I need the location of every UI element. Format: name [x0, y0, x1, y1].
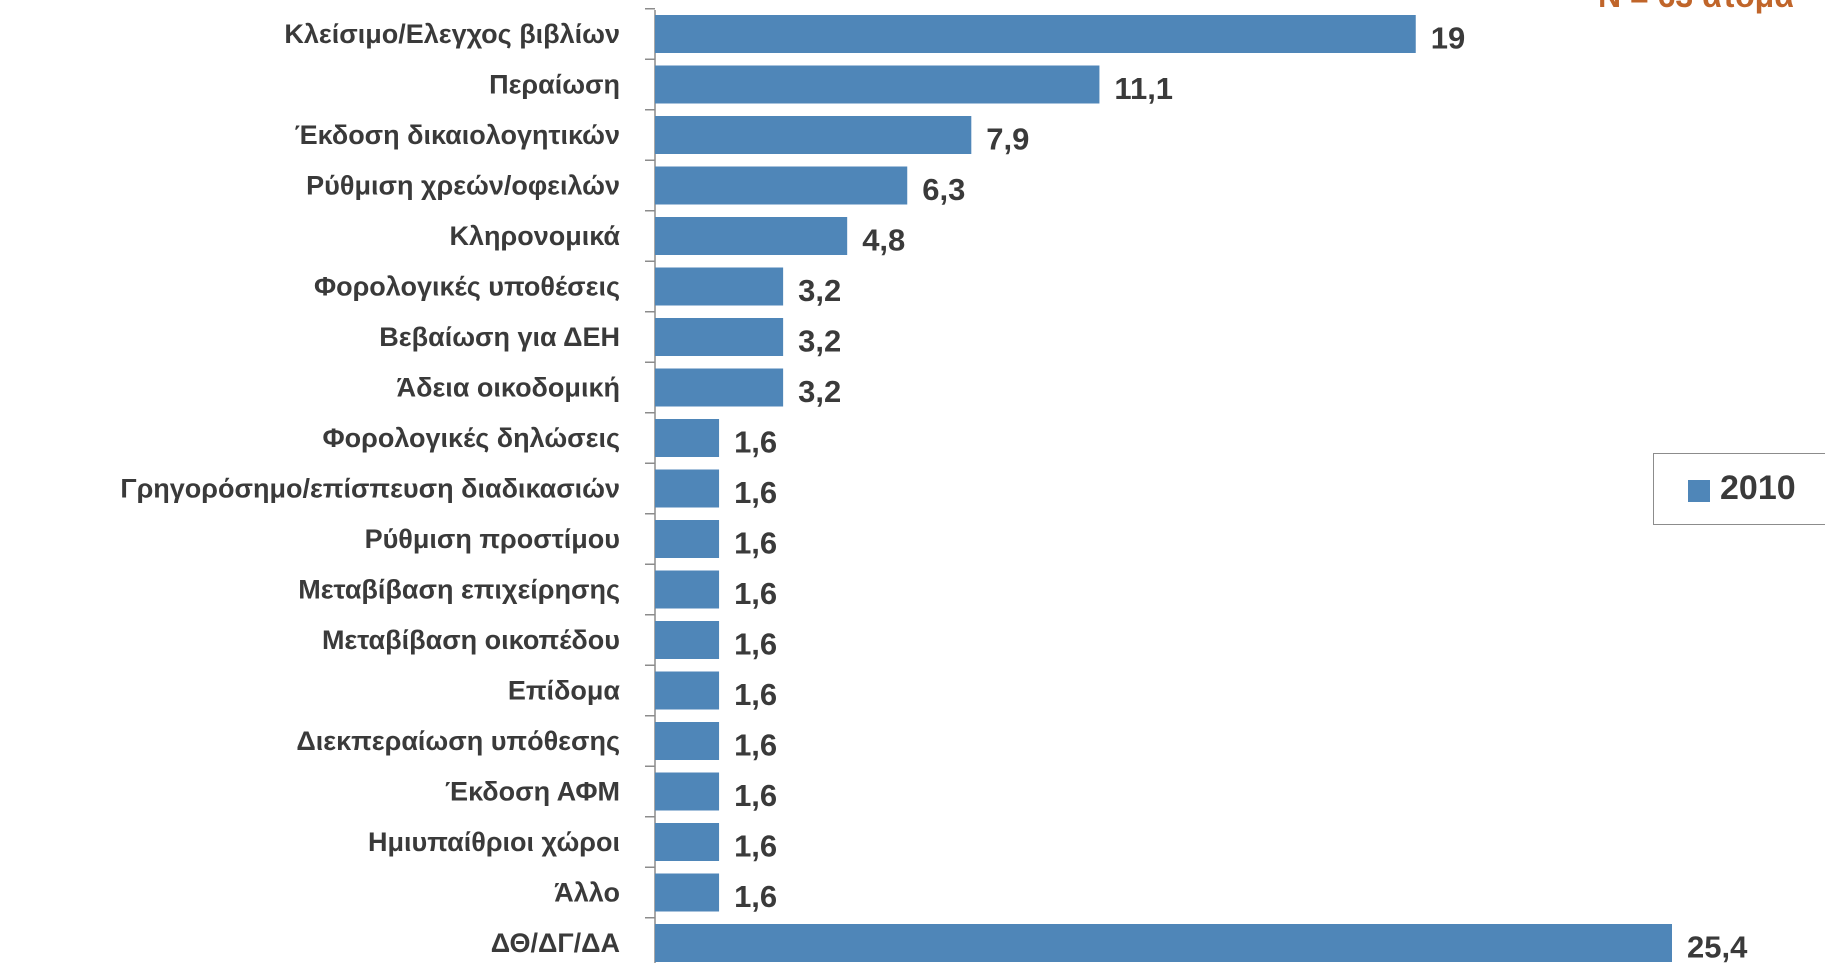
data-label: 1,6 — [734, 829, 777, 864]
bar — [655, 570, 720, 609]
category-label: Άλλο — [554, 878, 620, 908]
bar — [655, 924, 1672, 962]
data-label: 1,6 — [734, 728, 777, 763]
category-label: Ημιυπαίθριοι χώροι — [368, 827, 620, 857]
category-label: Έκδοση δικαιολογητικών — [295, 120, 620, 150]
sample-size-note: N = 63 άτομα — [1598, 0, 1794, 15]
data-label: 3,2 — [798, 374, 841, 409]
category-label: Φορολογικές υποθέσεις — [314, 272, 620, 302]
legend-swatch — [1688, 480, 1710, 502]
bar — [655, 823, 720, 861]
category-label: Κληρονομικά — [450, 221, 621, 251]
category-label: Μεταβίβαση οικοπέδου — [322, 625, 620, 655]
data-label: 1,6 — [734, 627, 777, 662]
legend-label: 2010 — [1720, 469, 1796, 507]
data-label: 7,9 — [986, 122, 1029, 157]
category-label: Άδεια οικοδομική — [397, 373, 620, 403]
category-label: Μεταβίβαση επιχείρησης — [298, 575, 620, 605]
data-label: 1,6 — [734, 526, 777, 561]
bar — [655, 520, 720, 558]
bar — [655, 267, 784, 306]
bar — [655, 15, 1416, 53]
data-label: 25,4 — [1687, 930, 1748, 963]
data-label: 19 — [1431, 21, 1465, 56]
data-label: 6,3 — [922, 172, 965, 207]
bar — [655, 318, 784, 356]
data-label: 1,6 — [734, 778, 777, 813]
category-label: Ρύθμιση χρεών/οφειλών — [306, 171, 620, 201]
bar — [655, 116, 972, 154]
category-label: Ρύθμιση προστίμου — [365, 524, 620, 554]
data-label: 1,6 — [734, 576, 777, 611]
bar-series-2010 — [655, 15, 1672, 962]
data-label: 3,2 — [798, 273, 841, 308]
category-labels: Κλείσιμο/Ελεγχος βιβλίων Περαίωση Έκδοση δ… — [120, 19, 620, 958]
category-label: Διεκπεραίωση υπόθεσης — [296, 726, 620, 756]
category-label: Φορολογικές δηλώσεις — [322, 423, 620, 453]
category-label: ΔΘ/ΔΓ/ΔΑ — [491, 928, 620, 958]
bar — [655, 65, 1100, 104]
data-label: 1,6 — [734, 879, 777, 914]
bar — [655, 671, 720, 710]
bar — [655, 772, 720, 811]
category-label: Έκδοση ΑΦΜ — [445, 777, 620, 807]
bar — [655, 469, 720, 508]
bar — [655, 722, 720, 760]
category-label: Βεβαίωση για ΔΕΗ — [379, 322, 620, 352]
category-label: Κλείσιμο/Ελεγχος βιβλίων — [284, 19, 620, 49]
category-label: Επίδομα — [508, 676, 621, 706]
data-label: 11,1 — [1114, 71, 1173, 106]
bar — [655, 217, 848, 255]
y-axis-ticks — [645, 8, 655, 919]
data-label: 1,6 — [734, 425, 777, 460]
data-label: 3,2 — [798, 324, 841, 359]
bar — [655, 419, 720, 457]
data-labels: 19 11,1 7,9 6,3 4,8 3,2 3,2 3,2 1,6 1,6 1,6 1,6 1,6 1… — [734, 21, 1748, 963]
data-label: 1,6 — [734, 677, 777, 712]
category-label: Γρηγορόσημο/επίσπευση διαδικασιών — [120, 474, 620, 504]
data-label: 1,6 — [734, 475, 777, 510]
category-label: Περαίωση — [489, 70, 620, 100]
bar — [655, 873, 720, 912]
bar — [655, 166, 908, 205]
legend: 2010 — [1653, 453, 1825, 525]
data-label: 4,8 — [862, 223, 905, 258]
bar — [655, 368, 784, 407]
bar — [655, 621, 720, 659]
